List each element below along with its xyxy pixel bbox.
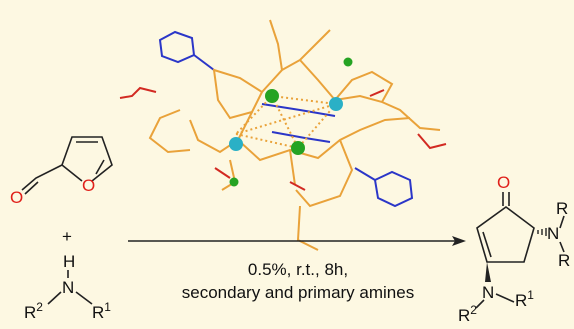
atom-label: O	[497, 173, 510, 192]
condition-line: secondary and primary amines	[182, 283, 414, 302]
label-part: R	[92, 303, 104, 322]
label-part: 1	[104, 300, 111, 314]
atom-label: R2	[458, 303, 477, 324]
atom-label: H	[63, 252, 75, 271]
condition-line: 0.5%, r.t., 8h,	[248, 260, 348, 279]
furfural: O O	[10, 137, 112, 207]
atom-label: R1	[515, 288, 534, 310]
atom-label: R	[558, 251, 570, 270]
atom-label: R2	[24, 300, 43, 322]
atom-label: O	[82, 176, 95, 195]
arrow	[128, 236, 466, 246]
atom-label: R1	[92, 300, 111, 322]
atom-label: R	[556, 199, 568, 218]
atom-label: N	[62, 278, 74, 297]
plus-sign: +	[62, 227, 72, 246]
atom-label: N	[482, 283, 494, 302]
atom-label: O	[10, 188, 23, 207]
label-part: R	[458, 306, 470, 324]
label-part: 2	[470, 303, 477, 317]
label-part: R	[515, 291, 527, 310]
atom-label: N	[547, 224, 559, 243]
scheme: O O + H N R2 R1 0.5%, r.t., 8h, secondar…	[0, 0, 574, 324]
catalyst-cluster	[120, 20, 446, 250]
amine: H N R2 R1	[24, 252, 111, 322]
product: O N R R N R1 R2	[458, 173, 570, 324]
label-part: R	[24, 303, 36, 322]
label-part: 1	[527, 288, 534, 302]
label-part: 2	[36, 300, 43, 314]
